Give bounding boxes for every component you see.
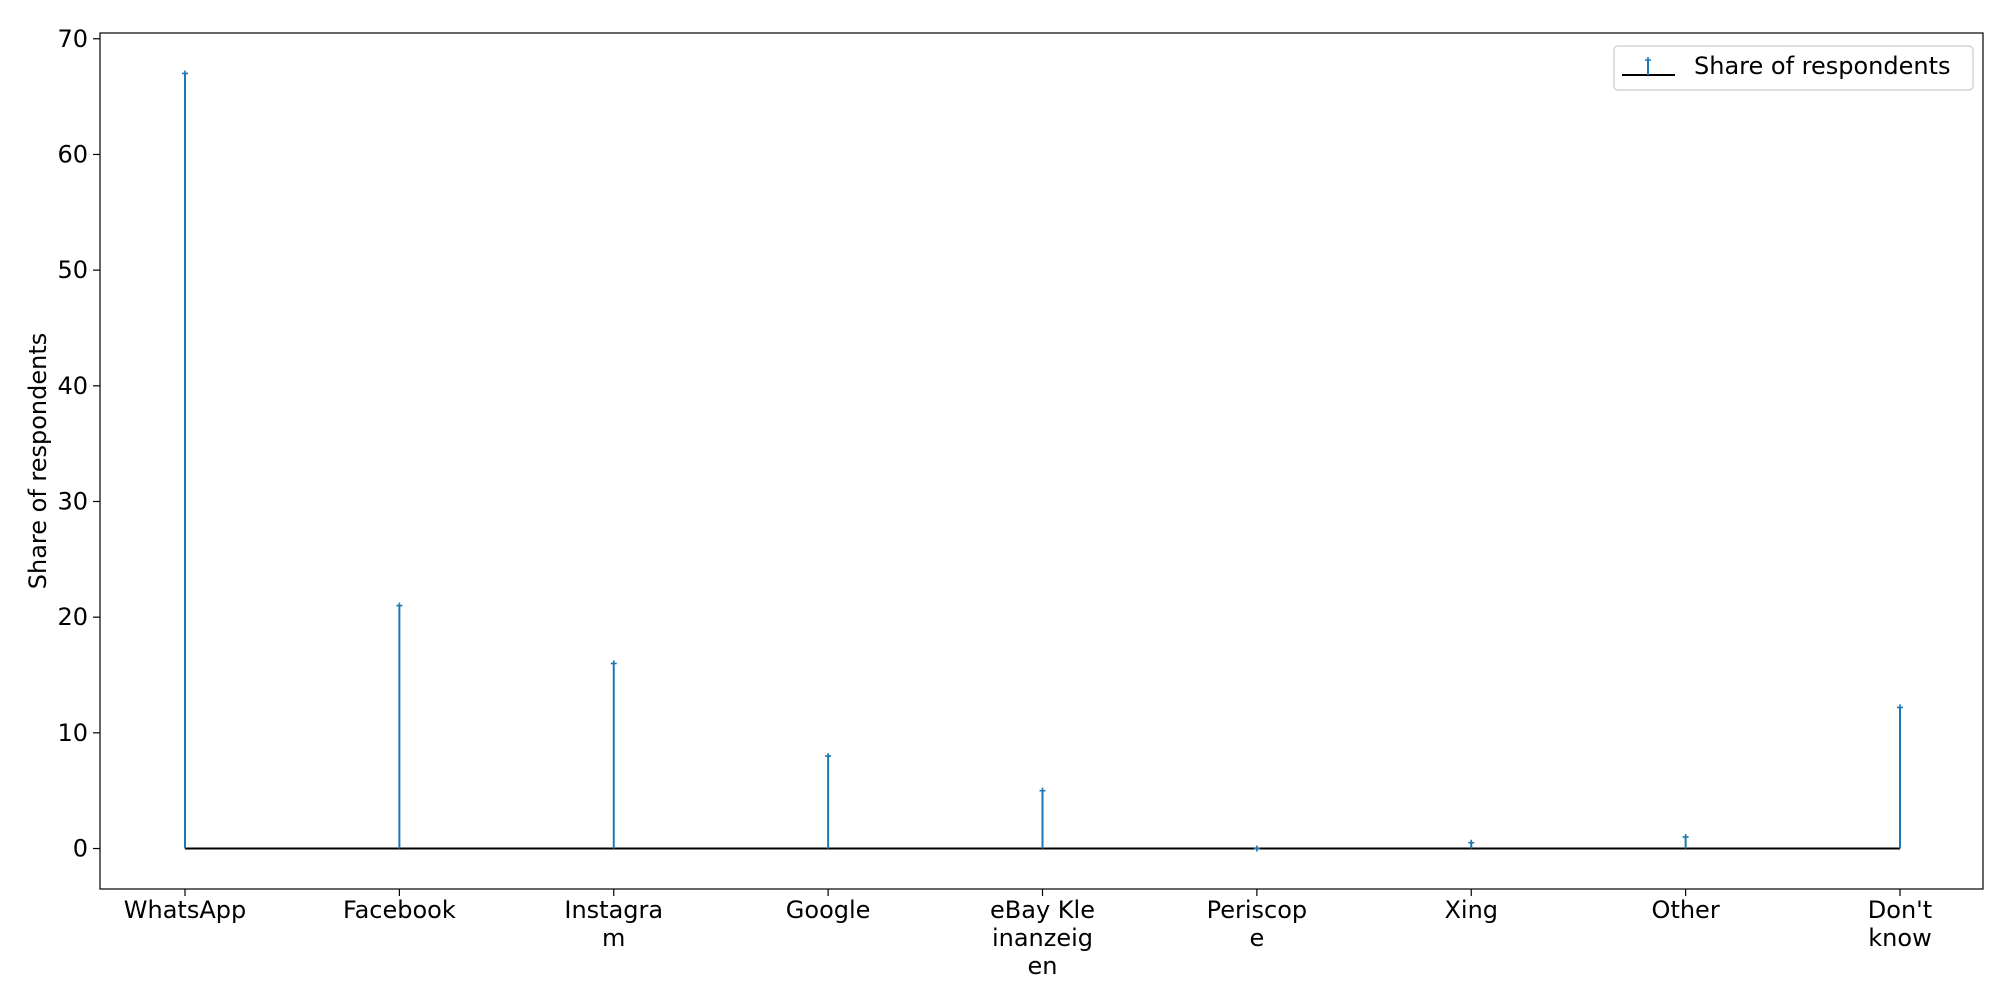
legend: Share of respondents — [1613, 45, 1974, 91]
stem-marker — [825, 752, 832, 759]
x-tick-label: Don't know — [1868, 896, 1932, 952]
stem-marker — [1253, 845, 1260, 852]
x-tick-label: Periscop e — [1207, 896, 1308, 952]
legend-marker — [1645, 57, 1651, 62]
y-tick-label: 10 — [57, 719, 88, 747]
plot-area — [99, 32, 1984, 890]
y-axis: 0 10 20 30 40 50 60 70 — [57, 25, 100, 863]
x-tick-label: Facebook — [343, 896, 456, 924]
x-tick-label: eBay Kle inanzeig en — [990, 896, 1095, 980]
legend-label: Share of respondents — [1694, 52, 1951, 80]
y-tick-label: 20 — [57, 603, 88, 631]
x-tick-label: Xing — [1444, 896, 1498, 924]
y-tick-label: 50 — [57, 256, 88, 284]
y-tick-label: 30 — [57, 487, 88, 515]
stem-marker — [1897, 704, 1903, 711]
stem-marker — [182, 70, 188, 77]
y-tick-label: 0 — [73, 835, 88, 863]
x-tick-label: Other — [1652, 896, 1720, 924]
stem-marker — [396, 602, 403, 609]
y-tick-label: 40 — [57, 372, 88, 400]
stems — [182, 70, 1903, 852]
x-axis: WhatsApp Facebook Instagra m Google eBay Kle i… — [124, 889, 1932, 980]
stem-marker — [1468, 839, 1475, 846]
stem-marker — [1039, 787, 1046, 794]
stem-marker — [1682, 833, 1689, 840]
x-tick-label: Instagra m — [564, 896, 663, 952]
x-tick-label: WhatsApp — [124, 896, 246, 924]
y-axis-label: Share of respondents — [24, 333, 52, 590]
stem-marker — [610, 660, 617, 667]
legend-box — [1613, 45, 1974, 91]
x-tick-label: Google — [786, 896, 871, 924]
y-tick-label: 60 — [57, 140, 88, 168]
y-tick-label: 70 — [57, 25, 88, 53]
